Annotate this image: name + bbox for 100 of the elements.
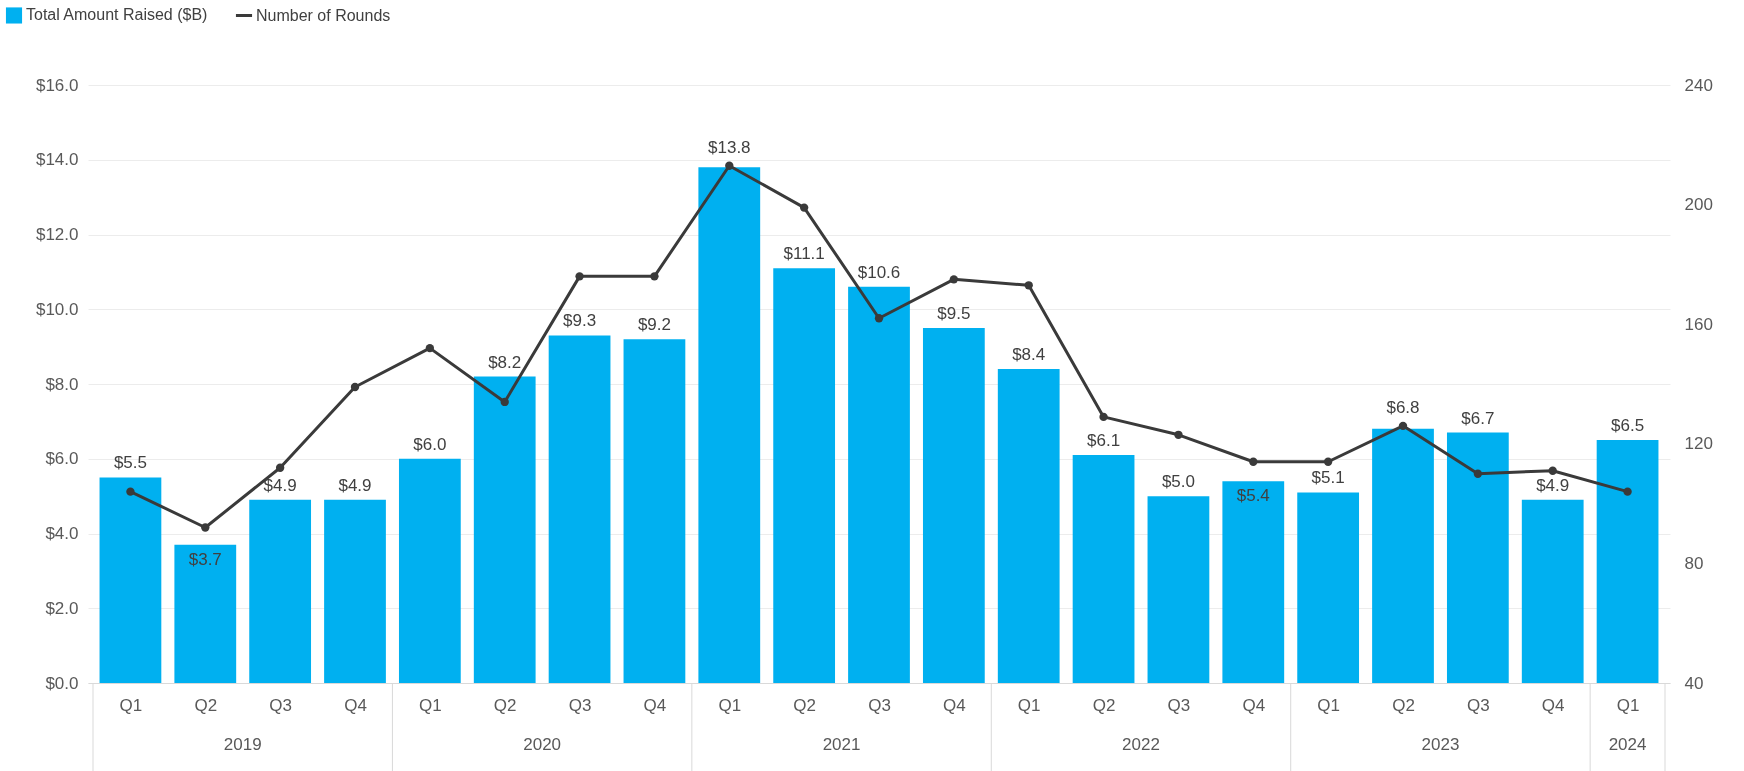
x-tick-label: Q1: [419, 695, 442, 715]
data-label: $4.9: [1536, 475, 1570, 495]
text: 2020: [523, 735, 562, 754]
x-tick-label: Q4: [1242, 695, 1266, 715]
point: [350, 382, 360, 392]
y2-tick-label: 120: [1684, 434, 1713, 454]
point: [1548, 466, 1557, 475]
bar: [174, 544, 237, 683]
bar: [1446, 432, 1509, 683]
data-label: $5.0: [1161, 472, 1195, 492]
point: [500, 397, 509, 407]
x-tick-label: Q2: [493, 695, 517, 715]
x-tick-label: Q2: [793, 695, 816, 715]
text: 2024: [1608, 735, 1647, 754]
y-tick-label: $10.0: [35, 299, 79, 319]
x-tick-label: Q4: [943, 695, 966, 715]
point: [1398, 421, 1408, 431]
point: [799, 203, 809, 212]
y-tick-label: $2.0: [45, 598, 79, 618]
legend-label: Total Amount Raised ($B): [26, 6, 208, 24]
x-tick-label: Q3: [568, 695, 592, 715]
x-tick-label: Q4: [1541, 695, 1565, 715]
bar: [848, 286, 910, 683]
point: [425, 343, 435, 353]
legend-label: Number of Rounds: [256, 6, 391, 24]
x-tick-label: Q2: [194, 695, 218, 715]
y2-tick-label: 240: [1684, 75, 1713, 95]
data-label: $11.1: [783, 244, 825, 264]
y2-tick-label: 200: [1684, 195, 1713, 215]
point: [1174, 430, 1183, 439]
y-tick-label: $8.0: [45, 374, 79, 394]
bar: [1596, 440, 1659, 683]
data-label: $9.2: [637, 315, 671, 335]
data-label: $6.5: [1611, 416, 1645, 436]
x-tick-label: Q1: [1317, 695, 1340, 715]
y-tick-label: $4.0: [45, 524, 79, 543]
point: [126, 487, 135, 496]
x-tick-label: Q2: [1092, 695, 1116, 715]
bar: [1297, 492, 1360, 683]
data-label: $13.8: [708, 137, 751, 157]
data-label: $5.5: [113, 453, 147, 473]
data-label: $4.9: [338, 475, 372, 495]
x-tick-label: Q3: [1167, 695, 1191, 715]
text: 2019: [223, 735, 262, 754]
bar: [1222, 481, 1285, 683]
bar: [1521, 499, 1584, 683]
data-label: $9.5: [937, 303, 971, 323]
text: 2023: [1421, 735, 1460, 754]
data-label: $6.0: [413, 434, 447, 454]
x-tick-label: Q3: [1467, 695, 1490, 715]
y-tick-label: $6.0: [45, 449, 79, 469]
y-tick-label: $0.0: [45, 673, 79, 693]
bar: [548, 335, 611, 683]
x-tick-label: Q1: [119, 695, 143, 715]
x-tick-label: Q1: [718, 695, 742, 715]
x-tick-label: Q4: [344, 695, 367, 715]
point: [650, 272, 659, 281]
data-label: $6.7: [1461, 408, 1495, 428]
x-tick-label: Q4: [643, 695, 667, 715]
point: [874, 314, 884, 323]
point: [201, 523, 210, 532]
point: [725, 161, 734, 170]
bar: [398, 458, 461, 683]
point: [1323, 457, 1333, 466]
bar: [997, 369, 1060, 683]
data-label: $10.6: [857, 262, 901, 282]
point: [949, 275, 959, 284]
bar: [922, 327, 985, 683]
text: 2022: [1122, 735, 1160, 754]
x-tick-label: Q1: [1017, 695, 1041, 715]
y2-tick-label: 80: [1684, 553, 1704, 573]
y-tick-label: $12.0: [35, 225, 79, 244]
data-label: $3.7: [188, 549, 222, 569]
data-label: $5.4: [1236, 486, 1270, 506]
bar: [473, 376, 536, 683]
point: [1623, 487, 1632, 496]
data-label: $6.8: [1386, 397, 1420, 417]
bar: [249, 499, 312, 683]
data-label: $6.1: [1087, 431, 1121, 451]
data-label: $9.3: [563, 311, 597, 331]
x-tick-label: Q3: [269, 695, 292, 715]
bar: [773, 268, 836, 683]
point: [1249, 457, 1258, 466]
y-tick-label: $14.0: [35, 150, 79, 170]
bar: [99, 477, 162, 683]
data-label: $8.4: [1012, 345, 1046, 365]
point: [275, 463, 285, 472]
bar: [1072, 455, 1135, 683]
x-tick-label: Q2: [1392, 695, 1415, 715]
data-label: $4.9: [263, 475, 297, 495]
data-label: $8.2: [488, 352, 522, 372]
data-label: $5.1: [1311, 468, 1345, 488]
y-tick-label: $16.0: [35, 75, 79, 95]
bar: [324, 499, 386, 683]
text: 2021: [822, 735, 861, 754]
y2-tick-label: 40: [1684, 673, 1704, 693]
point: [1024, 281, 1033, 290]
bar: [698, 167, 761, 683]
point: [575, 272, 584, 281]
point: [1473, 469, 1483, 478]
